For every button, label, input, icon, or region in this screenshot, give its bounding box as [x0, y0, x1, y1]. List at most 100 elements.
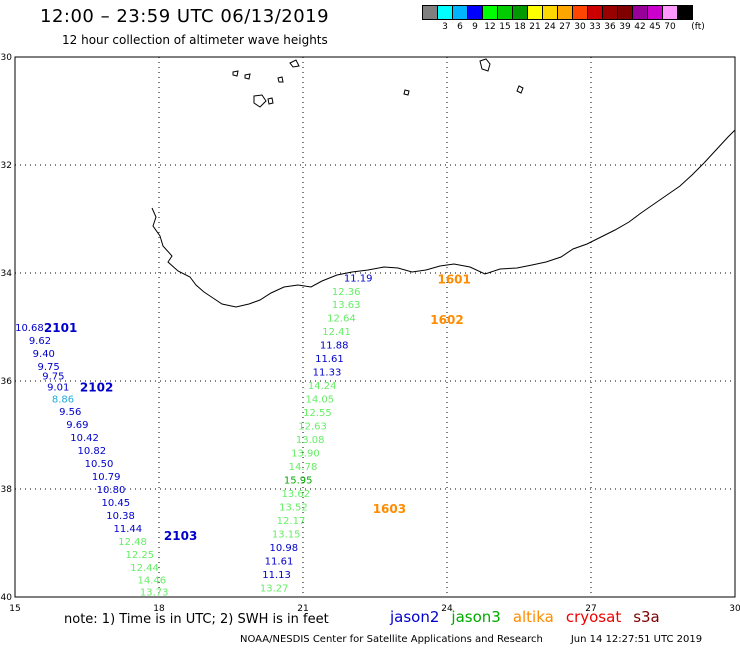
page-title: 12:00 – 23:59 UTC 06/13/2019	[40, 6, 330, 27]
lat-tick-label: -40	[0, 593, 12, 603]
wave-height-reading: 10.50	[85, 459, 114, 470]
lat-tick-label: -38	[0, 485, 12, 495]
wave-height-reading: 12.41	[322, 327, 351, 338]
wave-height-reading: 11.44	[113, 524, 142, 535]
island-outline	[277, 59, 300, 83]
wave-height-reading: 10.45	[101, 498, 130, 509]
wave-height-reading: 12.17	[277, 516, 306, 527]
wave-height-reading: 12.63	[298, 421, 327, 432]
lon-tick-label: 18	[153, 604, 165, 614]
wave-height-reading: 8.86	[52, 394, 74, 405]
wave-height-reading: 12.55	[303, 408, 332, 419]
units-note: note: 1) Time is in UTC; 2) SWH is in fe…	[64, 612, 329, 627]
wave-height-reading: 10.79	[92, 472, 121, 483]
footer-credit: NOAA/NESDIS Center for Satellite Applica…	[240, 634, 702, 645]
lon-tick-label: 27	[585, 604, 596, 614]
legend-tick-label: 24	[544, 22, 556, 32]
wave-height-reading: 14.46	[137, 576, 166, 587]
wave-height-reading: 10.68	[15, 323, 44, 334]
wave-height-reading: 10.38	[106, 511, 135, 522]
wave-height-reading: 13.73	[140, 588, 169, 599]
wave-height-reading: 9.40	[33, 349, 55, 360]
wave-height-reading: 15.95	[284, 475, 313, 486]
legend-tick-label: 21	[529, 22, 541, 32]
legend-labels: 3 6 9 12 15 18 21 24 27 30 33 36 39 42 45 70 (ft)	[422, 22, 705, 36]
island-outline	[253, 94, 274, 108]
wave-height-reading: 13.08	[296, 435, 325, 446]
pass-labels: 1601 1602 1603 2101 2102 2103	[44, 272, 471, 543]
wave-height-reading: 9.56	[59, 407, 81, 418]
axis-tick-labels: 15 18 21 24 27 30 -30 -32 -34 -36 -38 -40	[0, 53, 740, 614]
legend-swatch	[677, 5, 693, 20]
island-outline	[516, 85, 524, 94]
wave-height-reading: 11.88	[320, 340, 349, 351]
legend-unit: (ft)	[691, 22, 705, 32]
wave-height-reading: 10.42	[70, 433, 99, 444]
wave-height-reading: 10.98	[269, 543, 298, 554]
generated-timestamp: Jun 14 12:27:51 UTC 2019	[570, 634, 703, 645]
wave-height-reading: 11.33	[313, 367, 342, 378]
lon-tick-label: 24	[441, 604, 453, 614]
pass-id-label: 1601	[437, 272, 470, 286]
pass-id-label: 2101	[44, 321, 77, 335]
legend-swatches	[422, 5, 693, 20]
lat-tick-label: -36	[0, 377, 12, 387]
wave-height-reading: 14.05	[305, 394, 334, 405]
pass-id-label: 2102	[80, 380, 113, 394]
pass-id-label: 1603	[373, 502, 406, 516]
altimeter-tracks: 11.19 12.36 13.63 12.64 12.41 11.88 11.61 11.33…	[15, 273, 372, 598]
legend-tick-label: 42	[634, 22, 646, 32]
lat-tick-label: -34	[0, 269, 12, 279]
map-frame	[14, 56, 736, 598]
legend-tick-label: 36	[604, 22, 616, 32]
mission-legend-item: altika	[512, 608, 554, 626]
wave-height-reading: 11.61	[315, 354, 344, 365]
legend-tick-label: 70	[664, 22, 676, 32]
legend-tick-label: 27	[559, 22, 571, 32]
wave-height-reading: 13.62	[281, 489, 310, 500]
pass-id-label: 1602	[430, 313, 463, 327]
wave-height-reading: 12.64	[327, 313, 356, 324]
south-africa-coastline	[151, 129, 736, 308]
legend-tick-label: 9	[472, 22, 478, 32]
island-outline	[403, 89, 410, 96]
page-subtitle: 12 hour collection of altimeter wave hei…	[62, 33, 328, 47]
wave-height-reading: 9.75	[42, 372, 64, 383]
lon-tick-label: 30	[729, 604, 740, 614]
wave-height-reading: 9.69	[66, 420, 88, 431]
wave-height-reading: 11.13	[262, 570, 291, 581]
mission-legend-item: jason3	[451, 608, 501, 626]
mission-legend-item: cryosat	[565, 608, 622, 626]
legend-tick-label: 39	[619, 22, 631, 32]
wave-height-reading: 13.27	[260, 583, 289, 594]
island-outline	[479, 58, 491, 72]
pass-id-label: 2103	[164, 529, 197, 543]
lat-tick-label: -30	[0, 53, 12, 63]
credit-text: NOAA/NESDIS Center for Satellite Applica…	[240, 634, 543, 645]
wave-height-reading: 9.62	[29, 336, 51, 347]
legend-tick-label: 6	[457, 22, 463, 32]
legend-tick-label: 30	[574, 22, 586, 32]
lon-tick-label: 15	[9, 604, 20, 614]
wave-height-reading: 9.75	[37, 362, 59, 373]
wave-height-reading: 14.78	[289, 462, 318, 473]
wave-height-reading: 12.25	[125, 550, 154, 561]
wave-height-reading: 11.61	[265, 556, 294, 567]
mission-legend-item: jason2	[390, 608, 440, 626]
legend-tick-label: 3	[442, 22, 448, 32]
wave-height-reading: 13.15	[272, 529, 301, 540]
legend-tick-label: 18	[514, 22, 526, 32]
lon-tick-label: 21	[297, 604, 308, 614]
wave-height-reading: 14.24	[308, 381, 337, 392]
lat-lon-grid	[15, 57, 735, 597]
wave-height-reading: 13.52	[279, 502, 308, 513]
island-outline	[232, 70, 251, 80]
wave-height-reading: 12.36	[332, 287, 361, 298]
wave-height-reading: 10.80	[97, 485, 126, 496]
wave-height-reading: 13.63	[332, 300, 361, 311]
wave-height-reading: 12.48	[118, 537, 147, 548]
coastline	[151, 58, 736, 308]
legend-tick-label: 12	[484, 22, 496, 32]
legend-tick-label: 45	[649, 22, 661, 32]
